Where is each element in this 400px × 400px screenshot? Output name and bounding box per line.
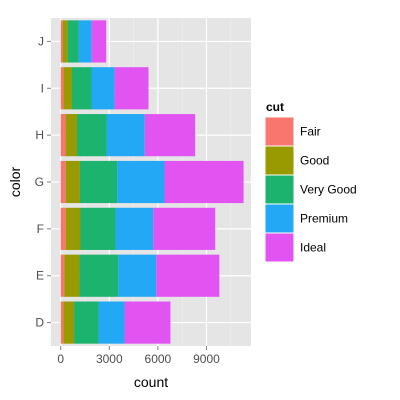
legend-key-very-good: [265, 175, 294, 204]
legend-label: Very Good: [300, 183, 357, 197]
x-tick-label: 9000: [193, 352, 220, 366]
y-axis: D E F G H I J: [35, 34, 51, 330]
bar-I-ideal: [114, 67, 149, 110]
bar-D-fair: [60, 301, 64, 344]
bar-J-very-good: [67, 20, 79, 63]
x-tick-label: 0: [57, 352, 64, 366]
bar-J-premium: [78, 20, 92, 63]
legend-label: Premium: [300, 212, 348, 226]
bar-J-ideal: [91, 20, 107, 63]
legend-title: cut: [266, 100, 284, 114]
bar-I-very-good: [72, 67, 92, 110]
bar-I-fair: [60, 67, 64, 110]
bar-G-good: [65, 160, 80, 204]
y-tick-label: F: [37, 222, 44, 236]
bar-E-fair: [60, 254, 65, 297]
bar-J-fair: [60, 20, 63, 63]
bar-H-fair: [60, 114, 66, 157]
bar-J-good: [62, 20, 68, 63]
x-axis: 0 3000 6000 9000: [57, 346, 220, 366]
y-tick-label: H: [35, 128, 44, 142]
bar-D-ideal: [124, 301, 171, 344]
bar-I-good: [63, 67, 73, 110]
bar-D-very-good: [74, 301, 99, 344]
bar-E-ideal: [156, 254, 220, 297]
y-axis-title: color: [7, 166, 23, 197]
x-axis-title: count: [134, 374, 168, 390]
bar-F-very-good: [80, 207, 116, 250]
legend-label: Fair: [300, 125, 321, 139]
bar-G-ideal: [164, 160, 244, 204]
bar-H-ideal: [144, 114, 196, 157]
bar-G-fair: [60, 160, 66, 204]
bar-E-very-good: [79, 254, 119, 297]
bar-I-premium: [91, 67, 115, 110]
bar-D-premium: [98, 301, 125, 344]
legend-label: Ideal: [300, 241, 326, 255]
legend: cut Fair Good Very Good Premium Ideal: [264, 100, 357, 263]
x-tick-label: 3000: [96, 352, 123, 366]
legend-key-fair: [265, 117, 294, 146]
x-tick-label: 6000: [145, 352, 172, 366]
legend-label: Good: [300, 154, 329, 168]
y-tick-label: E: [36, 269, 44, 283]
y-tick-label: D: [35, 316, 44, 330]
bar-G-very-good: [79, 160, 118, 204]
legend-key-premium: [265, 204, 294, 233]
bar-H-good: [65, 114, 77, 157]
bar-E-premium: [118, 254, 157, 297]
y-tick-label: I: [41, 81, 44, 95]
y-tick-label: J: [38, 34, 44, 48]
legend-key-ideal: [265, 233, 294, 262]
bar-E-good: [64, 254, 80, 297]
bar-H-very-good: [76, 114, 107, 157]
bar-H-premium: [106, 114, 145, 157]
bar-F-ideal: [153, 207, 216, 250]
legend-key-good: [265, 146, 294, 175]
bars: [60, 20, 244, 344]
bar-F-premium: [115, 207, 154, 250]
bar-G-premium: [117, 160, 165, 204]
y-tick-label: G: [35, 175, 44, 189]
bar-F-fair: [60, 207, 66, 250]
bar-D-good: [63, 301, 75, 344]
bar-F-good: [65, 207, 81, 250]
